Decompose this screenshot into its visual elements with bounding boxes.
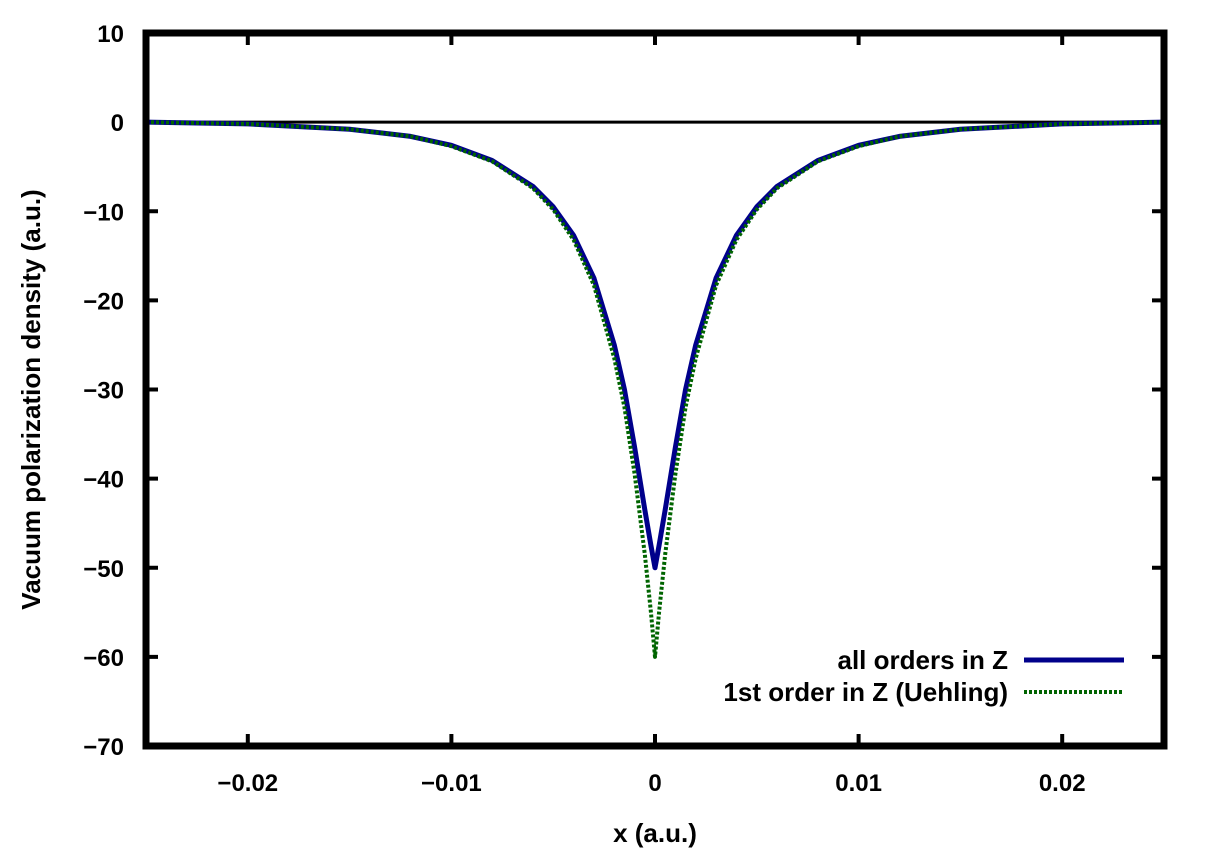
y-tick-label: 0 (111, 110, 124, 137)
x-tick-label: 0 (648, 770, 661, 797)
x-axis-title: x (a.u.) (613, 818, 697, 848)
y-tick-label: −60 (83, 645, 124, 672)
y-tick-label: −70 (83, 734, 124, 761)
plot-frame (142, 29, 1168, 750)
y-tick-label: 10 (97, 21, 124, 48)
legend-label: all orders in Z (838, 645, 1009, 675)
series-line-1 (145, 120, 1165, 659)
y-tick-label: −20 (83, 288, 124, 315)
legend-label: 1st order in Z (Uehling) (723, 677, 1008, 707)
x-tick-label: 0.02 (1039, 770, 1086, 797)
x-tick-label: −0.01 (421, 770, 482, 797)
y-axis-title: Vacuum polarization density (a.u.) (16, 189, 46, 609)
y-tick-label: −50 (83, 556, 124, 583)
series-line-0 (145, 119, 1165, 571)
y-tick-label: −10 (83, 199, 124, 226)
y-tick-label: −30 (83, 378, 124, 405)
x-tick-label: −0.02 (217, 770, 278, 797)
tick-labels-layer: −0.02 −0.01 0 0.01 0.02 10 0 −10 −20 −30 −40 −50 −60… (83, 21, 1085, 797)
series-layer (145, 119, 1165, 659)
y-tick-label: −40 (83, 467, 124, 494)
x-tick-label: 0.01 (835, 770, 882, 797)
